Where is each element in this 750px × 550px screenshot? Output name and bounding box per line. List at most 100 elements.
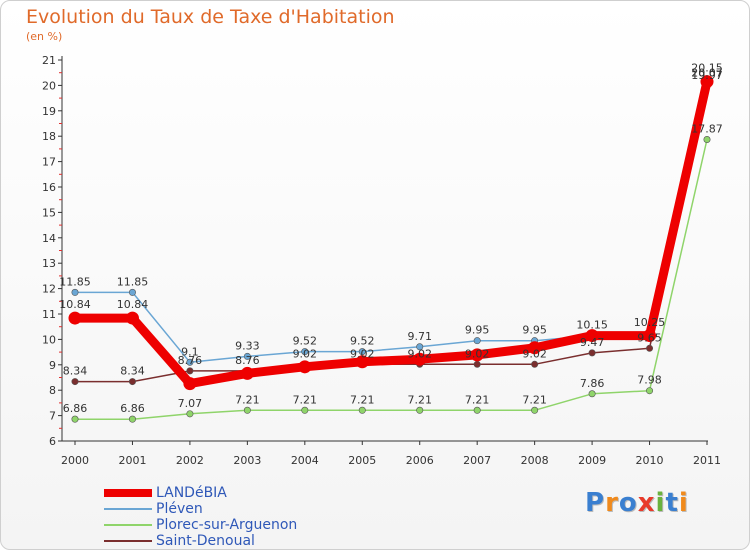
- legend-item: Plorec-sur-Arguenon: [104, 517, 297, 533]
- data-label: 9.02: [293, 347, 318, 360]
- data-point: [473, 337, 481, 345]
- data-label: 9.33: [235, 339, 260, 352]
- data-label: 8.76: [178, 354, 203, 367]
- legend-item: LANDéBIA: [104, 485, 297, 501]
- x-tick-label: 2002: [176, 454, 204, 467]
- y-tick-label: 17: [42, 156, 56, 169]
- data-point: [700, 75, 714, 89]
- y-tick-label: 21: [42, 54, 56, 67]
- data-point: [531, 406, 539, 414]
- data-point: [643, 329, 657, 343]
- data-label: 7.21: [293, 393, 318, 406]
- data-point: [646, 387, 654, 395]
- chart-title: Evolution du Taux de Taxe d'Habitation: [26, 6, 395, 28]
- data-label: 10.84: [117, 298, 149, 311]
- logo-letter: P: [585, 488, 606, 518]
- data-label: 9.02: [465, 347, 490, 360]
- chart-legend: LANDéBIA Pléven Plorec-sur-Arguenon Saint-D…: [104, 485, 297, 549]
- y-tick-label: 9: [49, 359, 56, 372]
- data-label: 20.15: [691, 62, 723, 75]
- x-tick-label: 2003: [233, 454, 261, 467]
- data-label: 7.07: [178, 397, 203, 410]
- data-label: 9.02: [407, 347, 432, 360]
- data-point: [71, 378, 79, 386]
- data-point: [186, 367, 194, 375]
- data-label: 9.95: [465, 324, 490, 337]
- data-point: [416, 406, 424, 414]
- data-label: 8.76: [235, 354, 260, 367]
- y-tick-label: 20: [42, 79, 56, 92]
- x-tick-label: 2009: [578, 454, 606, 467]
- logo-letter: x: [637, 488, 656, 518]
- data-point: [298, 360, 312, 374]
- logo-letter: i: [655, 488, 666, 518]
- series-line: [70, 77, 712, 389]
- data-point: [186, 410, 194, 418]
- legend-item: Pléven: [104, 501, 297, 517]
- data-point: [183, 377, 197, 391]
- legend-swatch: [104, 540, 152, 542]
- data-label: 7.21: [235, 393, 260, 406]
- logo-letter: o: [618, 488, 638, 518]
- data-label: 7.86: [580, 377, 605, 390]
- data-point: [128, 415, 136, 423]
- data-point: [301, 348, 309, 356]
- data-point: [128, 378, 136, 386]
- data-point: [528, 341, 542, 355]
- data-label: 7.21: [407, 393, 432, 406]
- data-label: 10.15: [576, 319, 608, 332]
- data-label: 7.21: [522, 393, 547, 406]
- data-label: 9.52: [350, 335, 375, 348]
- data-label: 11.85: [117, 275, 149, 288]
- legend-swatch: [104, 524, 152, 526]
- x-tick-label: 2007: [463, 454, 491, 467]
- data-point: [588, 390, 596, 398]
- data-point: [470, 348, 484, 362]
- data-label: 9.71: [407, 330, 432, 343]
- legend-swatch: [104, 508, 152, 510]
- data-point: [646, 344, 654, 352]
- data-label: 9.65: [637, 331, 662, 344]
- data-point: [358, 406, 366, 414]
- data-point: [413, 352, 427, 366]
- y-tick-label: 13: [42, 257, 56, 270]
- legend-label: Plorec-sur-Arguenon: [156, 517, 298, 533]
- legend-label: Pléven: [156, 501, 203, 517]
- x-tick-label: 2011: [693, 454, 721, 467]
- data-point: [473, 406, 481, 414]
- legend-item: Saint-Denoual: [104, 533, 297, 549]
- proxiti-logo: Proxiti: [585, 488, 689, 518]
- series-line: [74, 138, 708, 420]
- logo-letter: r: [605, 488, 619, 518]
- data-point: [71, 288, 79, 296]
- data-point: [71, 415, 79, 423]
- legend-swatch: [104, 489, 152, 497]
- y-tick-label: 18: [42, 130, 56, 143]
- y-tick-label: 12: [42, 283, 56, 296]
- data-point: [186, 358, 194, 366]
- series-line: [74, 85, 708, 364]
- data-label: 8.34: [120, 365, 145, 378]
- data-point: [125, 311, 139, 325]
- data-point: [588, 349, 596, 357]
- data-point: [68, 311, 82, 325]
- y-tick-label: 8: [49, 384, 56, 397]
- data-point: [243, 352, 251, 360]
- data-point: [358, 348, 366, 356]
- data-point: [531, 360, 539, 368]
- data-label: 9.1: [181, 345, 199, 358]
- legend-label: Saint-Denoual: [156, 533, 255, 549]
- data-label: 20.07: [691, 67, 723, 80]
- data-label: 17.87: [691, 123, 723, 136]
- x-tick-label: 2001: [118, 454, 146, 467]
- data-label: 9.02: [522, 347, 547, 360]
- data-point: [416, 343, 424, 351]
- y-tick-label: 19: [42, 105, 56, 118]
- data-point: [128, 288, 136, 296]
- x-tick-label: 2004: [291, 454, 319, 467]
- data-label: 9.52: [293, 335, 318, 348]
- data-point: [585, 329, 599, 343]
- y-tick-label: 16: [42, 181, 56, 194]
- data-label: 7.21: [350, 393, 375, 406]
